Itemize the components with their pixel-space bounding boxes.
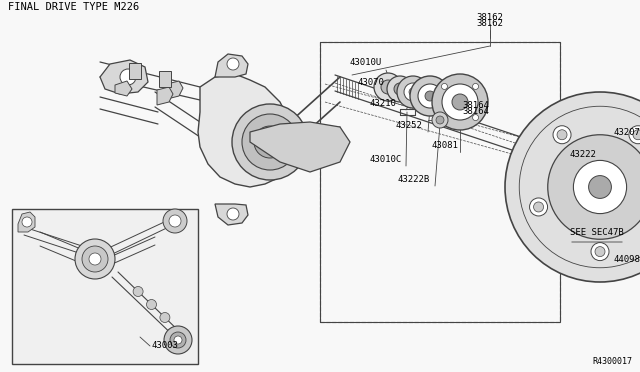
Circle shape (227, 208, 239, 220)
Circle shape (397, 76, 429, 108)
Text: 43010C: 43010C (370, 155, 403, 164)
Polygon shape (129, 63, 141, 79)
Polygon shape (215, 204, 248, 225)
Circle shape (548, 135, 640, 239)
Circle shape (147, 299, 157, 310)
Bar (320, 42, 560, 322)
Polygon shape (167, 81, 183, 99)
Circle shape (232, 104, 308, 180)
Circle shape (410, 76, 450, 116)
Circle shape (227, 58, 239, 70)
Text: 43210: 43210 (370, 99, 397, 108)
Bar (536, 146, 544, 198)
Circle shape (160, 312, 170, 323)
Polygon shape (115, 81, 132, 96)
Circle shape (169, 215, 181, 227)
Circle shape (133, 286, 143, 296)
Polygon shape (18, 212, 35, 232)
Polygon shape (198, 74, 293, 187)
Text: 44098M: 44098M (614, 255, 640, 264)
Circle shape (595, 247, 605, 257)
Circle shape (472, 115, 479, 121)
Circle shape (573, 160, 627, 214)
Text: 38162: 38162 (477, 13, 504, 22)
Text: 43222B: 43222B (398, 175, 430, 184)
Circle shape (89, 253, 101, 265)
Circle shape (381, 80, 395, 94)
Circle shape (436, 116, 444, 124)
Circle shape (404, 83, 422, 101)
Circle shape (442, 115, 447, 121)
Circle shape (164, 326, 192, 354)
Polygon shape (159, 71, 171, 87)
Circle shape (174, 336, 182, 344)
Text: 43070: 43070 (357, 78, 384, 87)
Circle shape (452, 94, 468, 110)
Circle shape (591, 243, 609, 261)
Circle shape (163, 209, 187, 233)
Bar (12, 209, 198, 364)
Text: 43081: 43081 (432, 141, 459, 150)
Circle shape (518, 158, 527, 166)
Circle shape (529, 198, 548, 216)
Circle shape (514, 146, 566, 198)
Circle shape (472, 83, 479, 89)
Circle shape (425, 91, 435, 101)
Circle shape (418, 84, 442, 108)
Text: 43010U: 43010U (350, 58, 382, 67)
Circle shape (22, 217, 32, 227)
Text: 43222: 43222 (570, 150, 597, 159)
Text: FINAL DRIVE TYPE M226: FINAL DRIVE TYPE M226 (8, 2, 140, 12)
Circle shape (553, 126, 571, 144)
Circle shape (442, 84, 478, 120)
Text: SEE SEC47B: SEE SEC47B (570, 228, 624, 237)
Circle shape (263, 135, 277, 149)
Text: 38162: 38162 (477, 19, 504, 28)
Circle shape (432, 74, 488, 130)
Polygon shape (100, 60, 148, 94)
Polygon shape (215, 54, 248, 77)
Circle shape (557, 130, 567, 140)
Circle shape (589, 176, 611, 198)
Text: 43207: 43207 (614, 128, 640, 137)
Circle shape (629, 126, 640, 144)
Circle shape (534, 202, 543, 212)
Circle shape (254, 126, 286, 158)
Circle shape (387, 76, 413, 102)
Circle shape (554, 158, 561, 166)
Text: 43252: 43252 (395, 121, 422, 130)
Text: 43003: 43003 (152, 341, 179, 350)
Circle shape (75, 239, 115, 279)
Text: 38164: 38164 (462, 101, 489, 110)
Circle shape (442, 83, 447, 89)
Circle shape (120, 69, 136, 85)
Circle shape (505, 92, 640, 282)
Circle shape (409, 88, 417, 96)
Text: 38164: 38164 (462, 107, 489, 116)
Circle shape (522, 154, 558, 190)
Circle shape (170, 332, 186, 348)
Circle shape (432, 112, 448, 128)
Circle shape (374, 73, 402, 101)
Circle shape (633, 130, 640, 140)
Circle shape (536, 188, 544, 196)
Text: R4300017: R4300017 (592, 357, 632, 366)
Polygon shape (250, 122, 350, 172)
Circle shape (242, 114, 298, 170)
Polygon shape (157, 87, 173, 105)
Circle shape (82, 246, 108, 272)
Circle shape (532, 164, 548, 180)
Circle shape (394, 83, 406, 95)
